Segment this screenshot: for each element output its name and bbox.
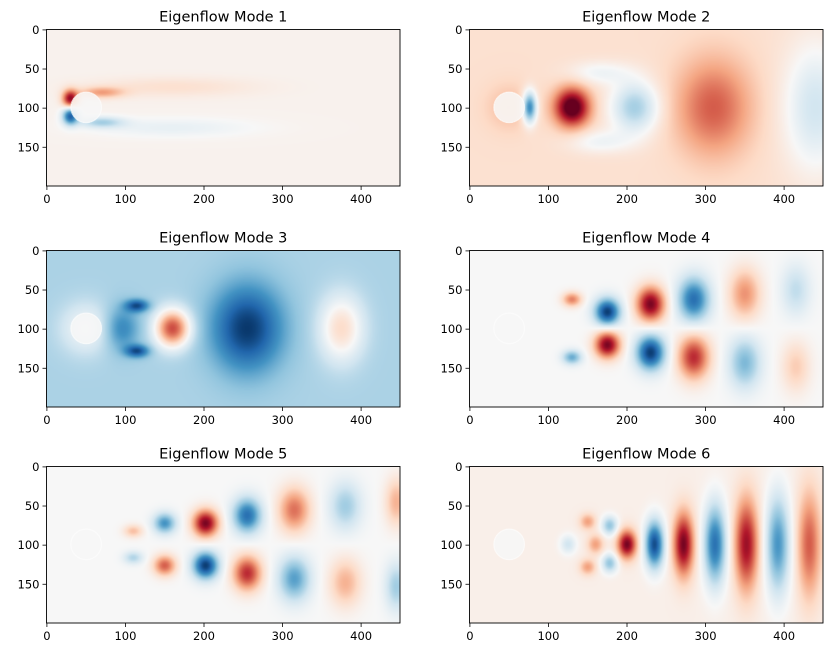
cylinder-outline [493,528,526,561]
x-tick-label: 300 [695,413,717,427]
x-tick-label: 0 [43,413,50,427]
y-tick-label: 150 [441,140,463,154]
y-tick-label: 100 [441,322,463,336]
eigenflow-panel-5: Eigenflow Mode 5 0 100 200 300 400 0 50 100 150 [18,447,401,643]
x-tick-label: 200 [193,413,215,427]
x-tick-label: 300 [695,192,717,206]
panel-title: Eigenflow Mode 1 [159,10,287,26]
panel-title: Eigenflow Mode 2 [582,10,710,26]
y-tick-label: 50 [25,499,40,513]
x-tick-label: 400 [773,629,795,643]
x-tick-label: 400 [773,413,795,427]
mode-field-heatmap [469,250,823,407]
mode-field-heatmap [469,29,823,186]
x-tick-label: 100 [537,629,559,643]
cylinder-outline [70,91,103,124]
x-tick-label: 300 [695,629,717,643]
x-tick-label: 100 [114,629,136,643]
x-tick-label: 400 [350,413,372,427]
y-tick-label: 150 [18,361,40,375]
panel-title: Eigenflow Mode 3 [159,231,287,247]
y-tick-label: 50 [448,62,463,76]
x-tick-label: 200 [193,192,215,206]
y-tick-label: 100 [441,538,463,552]
x-tick-label: 0 [466,629,473,643]
x-tick-label: 200 [616,629,638,643]
x-tick-label: 300 [272,413,294,427]
y-tick-label: 100 [441,101,463,115]
y-tick-label: 100 [18,538,40,552]
cylinder-outline [70,312,103,345]
y-tick-label: 150 [18,140,40,154]
x-tick-label: 400 [350,192,372,206]
y-tick-label: 0 [32,23,39,37]
y-tick-label: 100 [18,101,40,115]
cylinder-outline [493,312,526,345]
y-tick-label: 150 [441,577,463,591]
x-tick-label: 100 [537,192,559,206]
x-tick-label: 200 [616,413,638,427]
cylinder-outline [493,91,526,124]
y-tick-label: 0 [32,244,39,258]
y-tick-label: 100 [18,322,40,336]
x-tick-label: 0 [466,192,473,206]
eigenflow-panel-1: Eigenflow Mode 1 0 100 200 300 400 0 50 100 150 [18,10,401,206]
panel-title: Eigenflow Mode 6 [582,447,710,463]
mode-field-heatmap [46,29,400,186]
x-tick-label: 200 [193,629,215,643]
eigenflow-panel-3: Eigenflow Mode 3 0 100 200 300 400 0 50 100 150 [18,231,401,427]
y-tick-label: 50 [448,283,463,297]
eigenflow-panel-6: Eigenflow Mode 6 0 100 200 300 400 0 50 100 150 [441,447,824,643]
y-tick-label: 50 [25,62,40,76]
x-tick-label: 300 [272,192,294,206]
y-tick-label: 0 [455,460,462,474]
x-tick-label: 0 [43,629,50,643]
y-tick-label: 50 [448,499,463,513]
mode-field-heatmap [46,250,400,407]
x-tick-label: 100 [114,192,136,206]
eigenflow-panel-4: Eigenflow Mode 4 0 100 200 300 400 0 50 100 150 [441,231,824,427]
x-tick-label: 200 [616,192,638,206]
eigenflow-panel-2: Eigenflow Mode 2 0 100 200 300 400 0 50 100 150 [441,10,824,206]
y-tick-label: 0 [455,23,462,37]
x-tick-label: 400 [773,192,795,206]
x-tick-label: 300 [272,629,294,643]
x-tick-label: 100 [537,413,559,427]
y-tick-label: 0 [455,244,462,258]
x-tick-label: 0 [466,413,473,427]
y-tick-label: 150 [441,361,463,375]
x-tick-label: 0 [43,192,50,206]
mode-field-heatmap [469,466,823,623]
y-tick-label: 50 [25,283,40,297]
cylinder-outline [70,528,103,561]
panel-title: Eigenflow Mode 5 [159,447,287,463]
y-tick-label: 0 [32,460,39,474]
x-tick-label: 100 [114,413,136,427]
panel-title: Eigenflow Mode 4 [582,231,710,247]
mode-field-heatmap [46,466,400,623]
y-tick-label: 150 [18,577,40,591]
x-tick-label: 400 [350,629,372,643]
